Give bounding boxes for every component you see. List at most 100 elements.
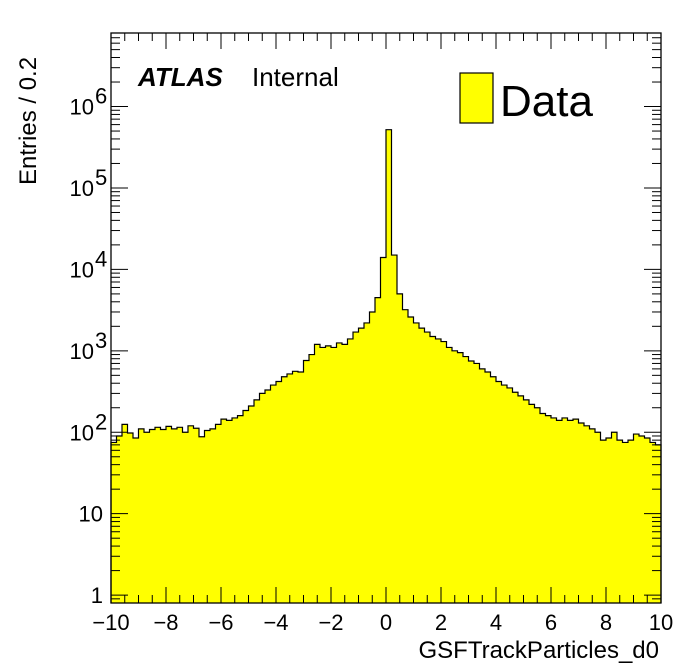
histogram-bar <box>336 342 342 603</box>
histogram-bar <box>347 338 353 603</box>
histogram-bar <box>309 354 315 603</box>
histogram-bar <box>551 417 557 603</box>
histogram-bar <box>298 371 304 603</box>
y-axis-title: Entries / 0.2 <box>15 57 42 185</box>
histogram-bar <box>232 417 238 603</box>
x-tick-label: 6 <box>545 610 557 635</box>
histogram-bar <box>182 432 188 603</box>
histogram-bar <box>413 322 419 603</box>
histogram-bar <box>644 437 650 603</box>
histogram-bar <box>463 356 469 603</box>
histogram-bar <box>287 373 293 603</box>
histogram-bar <box>490 376 496 603</box>
svg-text:1: 1 <box>91 583 103 608</box>
histogram-bar <box>292 371 298 603</box>
histogram-bar <box>391 255 397 604</box>
y-tick-label: 10 5 <box>70 165 108 201</box>
histogram-bar <box>386 129 392 603</box>
histogram-bar <box>540 413 546 603</box>
y-tick-label: 10 <box>79 502 103 527</box>
histogram-bar <box>402 309 408 603</box>
histogram-bar <box>600 440 606 603</box>
histogram-bar <box>424 332 430 603</box>
histogram-bar <box>193 428 199 603</box>
histogram-bar <box>144 432 150 603</box>
histogram-bar <box>606 437 612 603</box>
histogram-bar <box>259 393 265 603</box>
y-tick-label: 10 3 <box>70 328 108 364</box>
histogram-bar <box>534 407 540 603</box>
histogram-bar <box>364 322 370 603</box>
histogram-bar <box>199 436 205 603</box>
histogram-bar <box>149 429 155 603</box>
x-axis-title: GSFTrackParticles_d0 <box>418 637 659 664</box>
histogram-bar <box>430 336 436 603</box>
histogram-bar <box>446 347 452 603</box>
histogram-bar <box>380 257 386 603</box>
histogram-bar <box>325 345 331 603</box>
histogram-bar <box>628 440 634 603</box>
histogram-bar <box>611 432 617 603</box>
histogram-bar <box>567 420 573 603</box>
svg-text:3: 3 <box>95 328 107 353</box>
x-tick-label: −6 <box>208 610 233 635</box>
histogram-bar <box>221 419 227 603</box>
x-tick-label: −4 <box>263 610 288 635</box>
histogram-bar <box>441 341 447 603</box>
x-tick-label: −2 <box>318 610 343 635</box>
atlas-label: ATLAS <box>137 62 223 92</box>
histogram-bar <box>254 399 260 603</box>
histogram-bar <box>545 415 551 603</box>
histogram-bar <box>622 442 628 603</box>
histogram-bar <box>133 437 139 603</box>
histogram-bars <box>110 129 662 604</box>
histogram-bar <box>342 344 348 603</box>
histogram-bar <box>650 442 656 603</box>
histogram-bar <box>512 392 518 603</box>
histogram-bar <box>633 434 639 603</box>
histogram-bar <box>562 417 568 603</box>
histogram-bar <box>303 360 309 603</box>
svg-text:10: 10 <box>70 339 94 364</box>
histogram-bar <box>188 425 194 603</box>
svg-text:6: 6 <box>95 84 107 109</box>
histogram-bar <box>331 347 337 603</box>
svg-text:5: 5 <box>95 165 107 190</box>
histogram-bar <box>523 399 529 603</box>
histogram-bar <box>111 442 117 603</box>
histogram-bar <box>358 328 364 603</box>
histogram-bar <box>204 430 210 603</box>
histogram-bar <box>595 432 601 603</box>
histogram-bar <box>171 428 177 603</box>
x-tick-label: 10 <box>649 610 673 635</box>
histogram-bar <box>408 317 414 603</box>
x-tick-label: −10 <box>92 610 129 635</box>
y-tick-label: 1 <box>91 583 103 608</box>
histogram-bar <box>281 376 287 603</box>
y-tick-label: 10 4 <box>70 246 108 282</box>
x-tick-label: 0 <box>380 610 392 635</box>
histogram-bar <box>375 297 381 603</box>
histogram-outline <box>110 129 662 603</box>
histogram-bar <box>353 332 359 603</box>
histogram-bar <box>589 428 595 603</box>
histogram-bar <box>468 360 474 603</box>
histogram-bar <box>320 347 326 603</box>
histogram-bar <box>485 371 491 603</box>
histogram-bar <box>243 410 249 603</box>
histogram-bar <box>507 387 513 603</box>
histogram-bar <box>573 419 579 603</box>
histogram-bar <box>419 328 425 603</box>
histogram-bar <box>518 395 524 603</box>
y-tick-label: 10 2 <box>70 409 108 445</box>
histogram-bar <box>138 428 144 603</box>
histogram-bar <box>369 311 375 603</box>
histogram-bar <box>474 363 480 603</box>
histogram-bar <box>556 420 562 603</box>
internal-label: Internal <box>252 62 339 92</box>
histogram-bar <box>116 435 122 603</box>
histogram-bar <box>578 422 584 603</box>
x-tick-label: 2 <box>435 610 447 635</box>
